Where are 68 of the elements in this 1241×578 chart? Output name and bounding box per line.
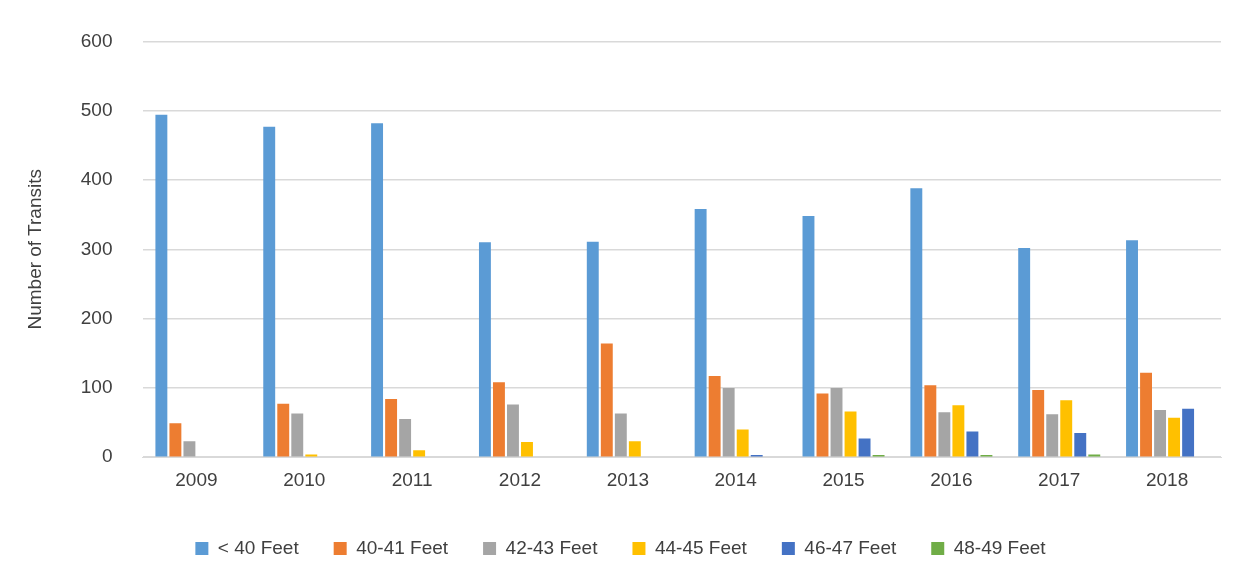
bar	[924, 385, 937, 457]
x-tick-label: 2012	[498, 468, 542, 490]
legend-label: 46-47 Feet	[804, 536, 897, 558]
bar	[844, 411, 857, 457]
bar	[1074, 432, 1087, 457]
bar	[858, 438, 871, 457]
legend-label: 48-49 Feet	[953, 536, 1047, 558]
bar	[413, 450, 426, 457]
bar	[169, 423, 182, 457]
bar	[600, 343, 613, 457]
bar	[830, 387, 843, 457]
y-tick-label: 300	[80, 237, 113, 259]
bar	[816, 393, 829, 457]
bar	[938, 412, 951, 457]
bar	[1088, 454, 1101, 457]
x-tick-label: 2009	[175, 468, 218, 490]
legend-label: 40-41 Feet	[356, 536, 449, 558]
y-axis-title: Number of Transits	[23, 169, 45, 330]
x-tick-label: 2011	[391, 468, 433, 490]
bar	[385, 398, 398, 457]
y-tick-label: 600	[80, 29, 113, 51]
bar	[155, 114, 168, 457]
bar	[966, 431, 979, 457]
legend-label: 42-43 Feet	[505, 536, 599, 558]
bar	[1046, 414, 1059, 457]
bar	[507, 404, 519, 457]
bar	[708, 376, 721, 457]
bar	[263, 126, 276, 457]
bar	[1168, 417, 1181, 457]
y-tick-label: 100	[80, 376, 113, 398]
x-tick-label: 2013	[606, 468, 649, 490]
bar	[1154, 410, 1167, 457]
bar	[628, 441, 641, 457]
bar	[722, 387, 735, 457]
bar	[1018, 247, 1031, 457]
bar	[694, 209, 707, 457]
legend-label: < 40 Feet	[217, 536, 300, 558]
bar	[1126, 240, 1138, 457]
bar	[305, 454, 318, 457]
bar	[1140, 372, 1152, 457]
bar	[183, 441, 196, 457]
y-tick-label: 400	[80, 168, 113, 190]
bar	[614, 413, 627, 457]
x-tick-label: 2014	[714, 468, 758, 490]
x-tick-label: 2015	[822, 468, 865, 490]
x-tick-label: 2016	[930, 468, 973, 490]
y-tick-label: 200	[80, 306, 113, 328]
legend-label: 44-45 Feet	[654, 536, 748, 558]
bar	[492, 382, 505, 457]
bar	[586, 241, 599, 457]
bar	[399, 419, 412, 457]
bar	[277, 403, 290, 457]
y-tick-label: 0	[101, 445, 113, 467]
bar	[1060, 400, 1073, 457]
bar	[1182, 408, 1195, 457]
bar	[521, 441, 533, 457]
bar	[952, 405, 965, 457]
bar	[910, 188, 923, 457]
bar	[478, 242, 491, 457]
bar	[802, 216, 815, 457]
x-tick-label: 2018	[1145, 468, 1189, 490]
y-tick-label: 500	[80, 98, 113, 120]
bar	[291, 413, 304, 457]
bar	[371, 123, 384, 457]
bar	[1032, 389, 1045, 457]
x-tick-label: 2017	[1038, 468, 1081, 490]
bar	[736, 429, 749, 457]
x-tick-label: 2010	[283, 468, 326, 490]
